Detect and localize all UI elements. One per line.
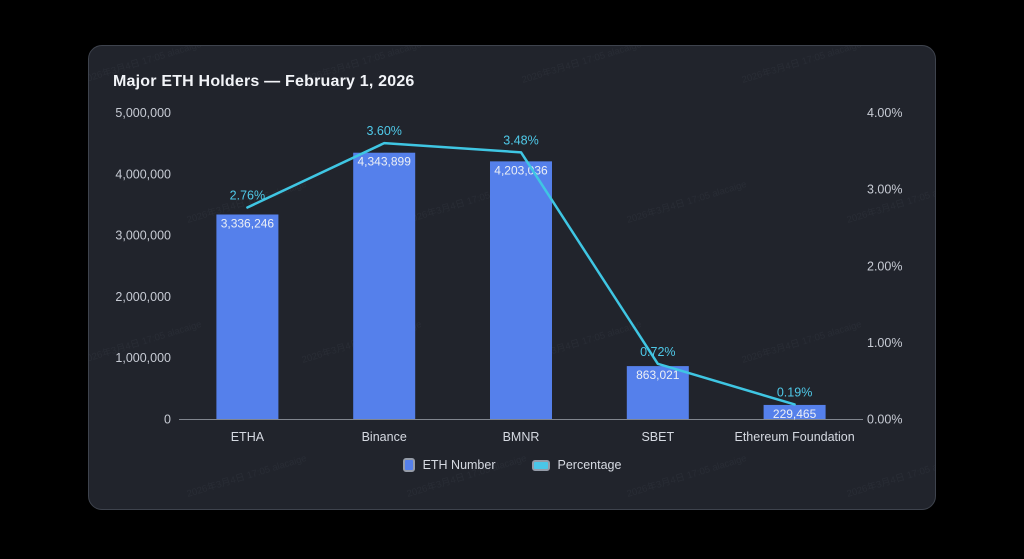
percentage-swatch-icon [531,459,550,471]
left-axis-tick-label: 0 [164,413,171,427]
chart-title: Major ETH Holders — February 1, 2026 [113,73,415,90]
eth-holders-combo-chart: 5,000,000 4,000,000 3,000,000 2,000,000 1,00… [115,106,902,444]
bar-value-label: 229,465 [773,407,817,421]
left-axis-tick-label: 4,000,000 [115,167,171,181]
left-axis-tick-label: 1,000,000 [115,351,171,365]
bar-Ethereum Foundation [763,404,826,419]
percentage-value-label: 2.76% [230,189,265,203]
category-label: BMNR [503,430,540,444]
bar-value-label: 3,336,246 [221,216,275,230]
left-axis-tick-label: 2,000,000 [115,290,171,304]
bar-value-label: 4,203,036 [494,163,548,177]
category-label: ETHA [231,430,265,444]
bar-ETHA [216,214,279,419]
left-axis-tick-label: 3,000,000 [115,229,171,243]
percentage-value-label: 0.72% [640,345,675,359]
bar-BMNR [490,161,552,419]
right-axis-tick-label: 1.00% [867,336,902,350]
percentage-value-label: 0.19% [777,385,812,399]
legend-item-percentage[interactable]: Percentage [531,458,622,472]
category-label: SBET [641,430,674,444]
legend-item-eth-number[interactable]: ETH Number [402,458,496,472]
right-axis-tick-label: 0.00% [867,413,902,427]
bar-Binance [353,152,416,419]
eth-number-swatch-icon [402,458,415,472]
bar-value-label: 4,343,899 [358,155,412,169]
bar-SBET [626,366,689,419]
legend-label-eth-number: ETH Number [422,458,496,472]
bar-value-label: 863,021 [636,368,680,382]
right-axis-tick-label: 3.00% [867,183,902,197]
chart-legend: ETH Number Percentage [89,458,935,472]
category-label: Binance [362,430,407,444]
percentage-value-label: 3.60% [366,124,401,138]
right-axis-tick-label: 2.00% [867,259,902,273]
percentage-line [246,141,796,406]
chart-card: 2026年3月4日 17:05 alacaige 2026年3月4日 17:05 … [88,45,936,510]
legend-label-percentage: Percentage [557,458,622,472]
category-label: Ethereum Foundation [734,430,854,444]
right-axis-tick-label: 4.00% [867,106,902,120]
left-axis-tick-label: 5,000,000 [115,106,171,120]
percentage-value-label: 3.48% [503,133,538,147]
